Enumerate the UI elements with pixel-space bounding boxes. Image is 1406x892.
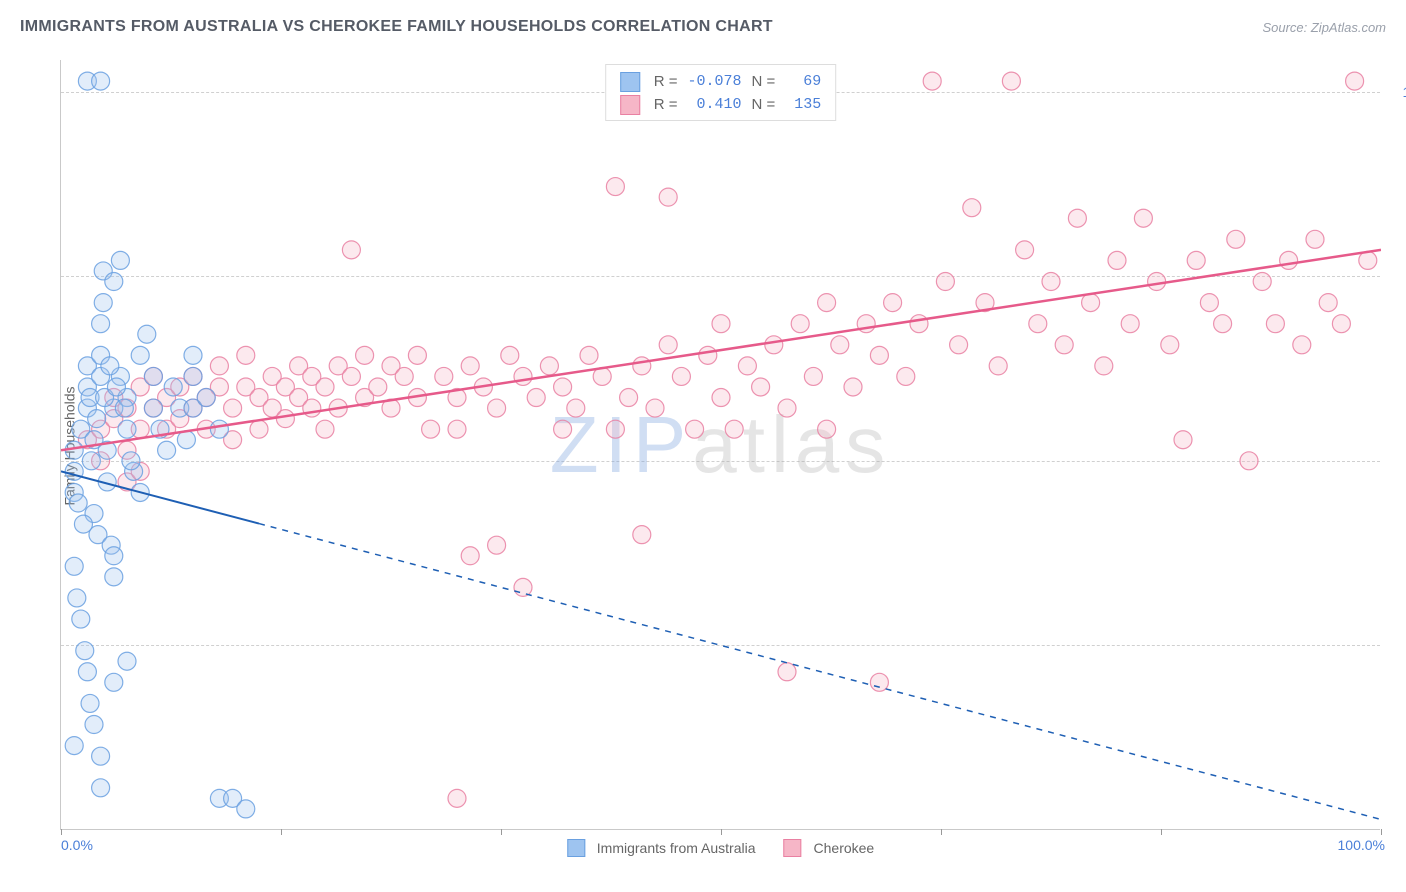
r-label: R = bbox=[654, 94, 678, 117]
swatch-australia bbox=[567, 839, 585, 857]
swatch-cherokee bbox=[784, 839, 802, 857]
legend-stats-row-australia: R = -0.078 N = 69 bbox=[620, 71, 822, 94]
legend-series: Immigrants from Australia Cherokee bbox=[567, 839, 874, 857]
y-tick-label: 100.0% bbox=[1403, 84, 1406, 100]
header: IMMIGRANTS FROM AUSTRALIA VS CHEROKEE FA… bbox=[20, 18, 1386, 36]
chart-area: 47.5%65.0%82.5%100.0% ZIPatlas R = -0.07… bbox=[60, 60, 1380, 830]
r-value-cherokee: 0.410 bbox=[687, 94, 741, 117]
legend-label-australia: Immigrants from Australia bbox=[597, 840, 756, 856]
n-label: N = bbox=[752, 94, 776, 117]
n-value-australia: 69 bbox=[785, 71, 821, 94]
legend-item-cherokee: Cherokee bbox=[784, 839, 875, 857]
legend-stats-row-cherokee: R = 0.410 N = 135 bbox=[620, 94, 822, 117]
n-label: N = bbox=[752, 71, 776, 94]
r-value-australia: -0.078 bbox=[687, 71, 741, 94]
legend-label-cherokee: Cherokee bbox=[814, 840, 875, 856]
x-tick-min: 0.0% bbox=[61, 837, 93, 853]
legend-item-australia: Immigrants from Australia bbox=[567, 839, 756, 857]
swatch-cherokee bbox=[620, 95, 640, 115]
n-value-cherokee: 135 bbox=[785, 94, 821, 117]
legend-stats: R = -0.078 N = 69 R = 0.410 N = 135 bbox=[605, 64, 837, 121]
r-label: R = bbox=[654, 71, 678, 94]
x-tick-max: 100.0% bbox=[1338, 837, 1385, 853]
scatter-plot bbox=[61, 60, 1381, 830]
chart-title: IMMIGRANTS FROM AUSTRALIA VS CHEROKEE FA… bbox=[20, 18, 773, 36]
swatch-australia bbox=[620, 72, 640, 92]
source-label: Source: ZipAtlas.com bbox=[1262, 20, 1386, 35]
